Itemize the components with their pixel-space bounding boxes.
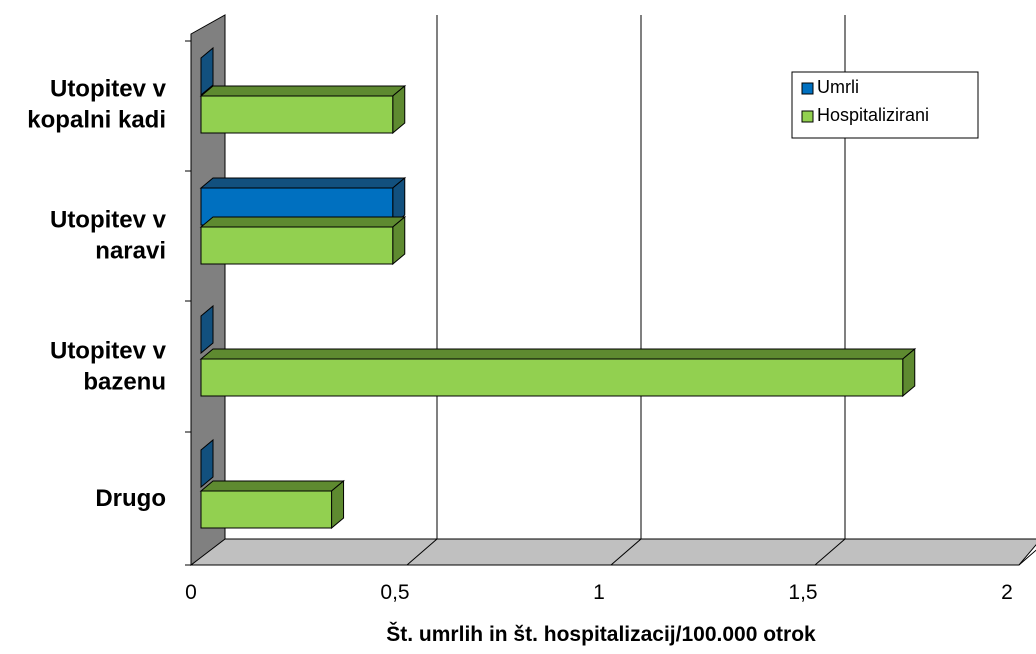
x-tick-label: 0,5	[380, 581, 409, 604]
bar-hospitalizirani-top	[201, 481, 344, 491]
legend-label: Hospitalizirani	[817, 105, 929, 125]
legend-swatch	[802, 83, 813, 94]
legend-swatch	[802, 111, 813, 122]
category-label: kopalni kadi	[27, 107, 166, 134]
bar-hospitalizirani	[201, 491, 332, 528]
category-label: Utopitev v	[50, 338, 167, 365]
bar-hospitalizirani	[201, 96, 393, 133]
x-tick-label: 1	[593, 581, 605, 604]
bar-umrli-top	[201, 178, 405, 188]
category-label: naravi	[95, 238, 166, 265]
category-label: Utopitev v	[50, 207, 167, 234]
bar-hospitalizirani	[201, 359, 903, 396]
x-tick-label: 1,5	[788, 581, 817, 604]
chart-floor	[191, 539, 1036, 565]
category-label: bazenu	[83, 369, 166, 396]
bar-hospitalizirani	[201, 227, 393, 264]
bar-hospitalizirani-top	[201, 86, 405, 96]
bar-hospitalizirani-top	[201, 217, 405, 227]
x-axis-title: Št. umrlih in št. hospitalizacij/100.000…	[386, 622, 816, 646]
legend-label: Umrli	[817, 77, 859, 97]
x-tick-label: 0	[185, 581, 197, 604]
bar-hospitalizirani-top	[201, 349, 915, 359]
category-label: Drugo	[95, 485, 166, 512]
x-tick-label: 2	[1001, 581, 1013, 604]
category-label: Utopitev v	[50, 76, 167, 103]
